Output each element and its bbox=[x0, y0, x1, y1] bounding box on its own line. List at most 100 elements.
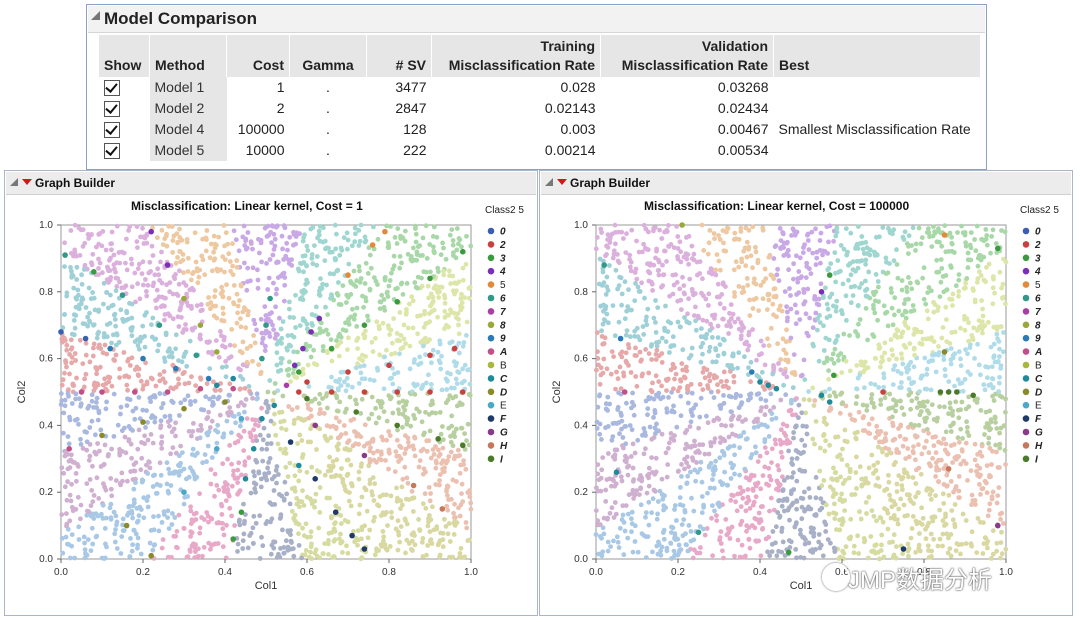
legend-label[interactable]: A bbox=[499, 347, 507, 358]
background-point bbox=[327, 454, 332, 460]
background-point bbox=[308, 549, 313, 555]
background-point bbox=[64, 511, 69, 516]
legend-marker[interactable] bbox=[487, 401, 495, 409]
background-point bbox=[867, 247, 873, 253]
background-point bbox=[866, 269, 872, 275]
background-point bbox=[155, 235, 160, 241]
background-point bbox=[85, 232, 91, 237]
legend-marker[interactable] bbox=[487, 455, 495, 463]
background-point bbox=[445, 458, 450, 464]
legend-marker[interactable] bbox=[487, 267, 495, 275]
legend-label[interactable]: 6 bbox=[500, 294, 506, 305]
legend-marker[interactable] bbox=[487, 254, 495, 262]
background-point bbox=[412, 357, 417, 362]
legend-label[interactable]: D bbox=[500, 387, 507, 398]
background-point bbox=[899, 476, 904, 482]
show-checkbox[interactable] bbox=[104, 80, 120, 97]
legend-marker[interactable] bbox=[487, 281, 495, 288]
legend-marker[interactable] bbox=[487, 388, 495, 396]
legend-marker[interactable] bbox=[487, 308, 495, 315]
graph-builder-left-header[interactable]: Graph Builder bbox=[6, 172, 536, 195]
plot-title: Misclassification: Linear kernel, Cost =… bbox=[131, 199, 363, 213]
background-point bbox=[898, 371, 904, 376]
legend-label[interactable]: 9 bbox=[500, 334, 506, 345]
background-point bbox=[721, 393, 726, 398]
legend-label[interactable]: 5 bbox=[500, 280, 506, 291]
background-point bbox=[936, 229, 942, 234]
background-point bbox=[460, 277, 466, 283]
legend-marker[interactable] bbox=[487, 241, 495, 248]
legend-marker[interactable] bbox=[487, 428, 495, 436]
legend-marker[interactable] bbox=[487, 321, 495, 329]
background-point bbox=[144, 381, 150, 387]
background-point bbox=[895, 275, 901, 281]
show-checkbox[interactable] bbox=[104, 122, 120, 139]
background-point bbox=[344, 543, 349, 549]
graph-builder-right-header[interactable]: Graph Builder bbox=[541, 172, 1071, 195]
background-point bbox=[372, 481, 378, 487]
background-point bbox=[460, 366, 465, 372]
legend-label[interactable]: 3 bbox=[500, 253, 506, 264]
legend-label[interactable]: H bbox=[500, 441, 508, 452]
legend-label[interactable]: E bbox=[500, 401, 507, 412]
legend-marker[interactable] bbox=[487, 294, 495, 302]
legend-label[interactable]: 7 bbox=[500, 307, 506, 318]
legend-label[interactable]: G bbox=[500, 428, 508, 439]
model-comparison-header[interactable]: Model Comparison bbox=[88, 6, 985, 33]
red-menu-triangle-icon[interactable] bbox=[22, 179, 32, 185]
col-header-sv[interactable]: # SV bbox=[366, 35, 432, 77]
legend-marker[interactable] bbox=[487, 415, 495, 422]
legend-marker[interactable] bbox=[487, 442, 495, 449]
misclassified-point bbox=[259, 355, 265, 362]
show-checkbox[interactable] bbox=[104, 101, 120, 118]
background-point bbox=[641, 241, 646, 247]
collapse-triangle-icon[interactable] bbox=[545, 178, 553, 186]
background-point bbox=[431, 452, 437, 457]
background-point bbox=[302, 552, 308, 558]
legend-label[interactable]: 2 bbox=[499, 240, 506, 251]
background-point bbox=[678, 259, 684, 265]
legend-label[interactable]: 8 bbox=[500, 320, 506, 331]
background-point bbox=[821, 432, 827, 437]
legend-label[interactable]: B bbox=[500, 361, 507, 372]
show-checkbox[interactable] bbox=[104, 143, 120, 160]
col-header-gamma[interactable]: Gamma bbox=[289, 35, 367, 77]
legend-marker[interactable] bbox=[487, 227, 495, 235]
background-point bbox=[459, 244, 464, 250]
background-point bbox=[462, 362, 468, 368]
background-point bbox=[175, 255, 180, 260]
background-point bbox=[346, 261, 352, 267]
col-header-show[interactable]: Show bbox=[99, 35, 150, 77]
background-point bbox=[157, 391, 163, 396]
col-header-validation[interactable]: Validation Misclassification Rate bbox=[600, 35, 774, 77]
background-point bbox=[689, 243, 695, 249]
legend-label[interactable]: 4 bbox=[499, 267, 506, 278]
legend-marker[interactable] bbox=[487, 348, 495, 355]
col-header-method[interactable]: Method bbox=[149, 35, 227, 77]
collapse-triangle-icon[interactable] bbox=[91, 11, 100, 20]
background-point bbox=[89, 488, 95, 493]
background-point bbox=[802, 443, 808, 448]
legend-marker[interactable] bbox=[487, 334, 495, 342]
collapse-triangle-icon[interactable] bbox=[10, 178, 18, 186]
background-point bbox=[201, 544, 207, 550]
background-point bbox=[727, 444, 733, 450]
col-header-best[interactable]: Best bbox=[773, 35, 981, 77]
x-tick-label: 0.4 bbox=[218, 567, 232, 578]
red-menu-triangle-icon[interactable] bbox=[557, 179, 567, 185]
background-point bbox=[651, 415, 656, 420]
col-header-training[interactable]: Training Misclassification Rate bbox=[431, 35, 601, 77]
legend-label[interactable]: 0 bbox=[500, 227, 506, 238]
col-header-cost[interactable]: Cost bbox=[226, 35, 290, 77]
legend-label[interactable]: C bbox=[500, 374, 508, 385]
legend-label[interactable]: F bbox=[500, 414, 507, 425]
background-point bbox=[698, 395, 704, 401]
background-point bbox=[745, 487, 751, 492]
legend-marker[interactable] bbox=[487, 375, 495, 382]
background-point bbox=[448, 449, 454, 455]
background-point bbox=[336, 353, 342, 359]
background-point bbox=[208, 546, 213, 552]
background-point bbox=[716, 233, 721, 238]
legend-label[interactable]: I bbox=[500, 454, 503, 465]
legend-marker[interactable] bbox=[487, 361, 495, 369]
